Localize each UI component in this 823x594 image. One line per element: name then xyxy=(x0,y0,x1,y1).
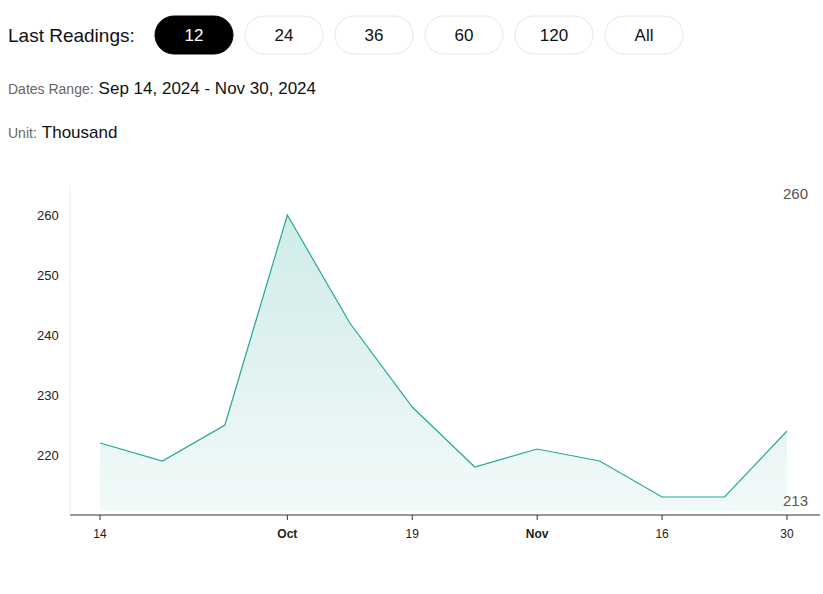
x-tick xyxy=(537,515,538,520)
range-button[interactable]: 24 xyxy=(245,16,323,54)
range-button[interactable]: 120 xyxy=(515,16,593,54)
max-label: 260 xyxy=(783,185,808,202)
range-button[interactable]: All xyxy=(605,16,683,54)
series-group xyxy=(100,215,787,511)
range-button[interactable]: 12 xyxy=(155,16,233,54)
y-tick xyxy=(68,215,70,216)
x-tick-label: 14 xyxy=(93,527,107,541)
x-tick-label: 16 xyxy=(655,527,669,541)
x-tick-label: Nov xyxy=(526,527,549,541)
button-bg[interactable] xyxy=(245,16,323,54)
line xyxy=(100,215,787,497)
y-tick xyxy=(68,335,70,336)
button-bg[interactable] xyxy=(335,16,413,54)
dates-label: Dates Range: xyxy=(8,81,94,97)
y-tick xyxy=(68,395,70,396)
unit-label: Unit: xyxy=(8,125,37,141)
button-bg[interactable] xyxy=(425,16,503,54)
x-tick-label: 19 xyxy=(406,527,420,541)
x-tick xyxy=(662,515,663,520)
unit-value: Thousand xyxy=(42,123,118,142)
x-tick xyxy=(412,515,413,520)
range-button[interactable]: 60 xyxy=(425,16,503,54)
button-label[interactable]: 60 xyxy=(455,26,474,45)
x-tick xyxy=(787,515,788,520)
button-label[interactable]: 24 xyxy=(275,26,294,45)
y-tick-label: 220 xyxy=(37,448,59,463)
y-axis-line xyxy=(70,185,71,515)
y-tick xyxy=(68,455,70,456)
y-tick-label: 230 xyxy=(37,388,59,403)
y-tick xyxy=(68,275,70,276)
button-bg[interactable] xyxy=(515,16,593,54)
x-tick-label: 30 xyxy=(780,527,794,541)
unit: Unit: Thousand xyxy=(8,123,117,142)
y-tick-label: 250 xyxy=(37,268,59,283)
y-tick-label: 240 xyxy=(37,328,59,343)
button-label[interactable]: 12 xyxy=(185,26,204,45)
button-bg[interactable] xyxy=(155,16,233,54)
page: Last Readings: 12 24 36 60 120 All Dates Range:… xyxy=(0,0,823,594)
button-label[interactable]: 120 xyxy=(540,26,568,45)
readings-label: Last Readings: xyxy=(8,25,135,46)
x-axis-line xyxy=(70,515,820,516)
x-tick-label: Oct xyxy=(277,527,297,541)
x-tick xyxy=(287,515,288,520)
dates-range: Dates Range: Sep 14, 2024 - Nov 30, 2024 xyxy=(8,79,316,98)
x-tick xyxy=(100,515,101,520)
button-label[interactable]: 36 xyxy=(365,26,384,45)
button-bg[interactable] xyxy=(605,16,683,54)
button-label[interactable]: All xyxy=(635,26,654,45)
area xyxy=(100,215,787,511)
range-button[interactable]: 36 xyxy=(335,16,413,54)
min-label: 213 xyxy=(783,492,808,509)
y-tick-label: 260 xyxy=(37,208,59,223)
dates-value: Sep 14, 2024 - Nov 30, 2024 xyxy=(99,79,316,98)
